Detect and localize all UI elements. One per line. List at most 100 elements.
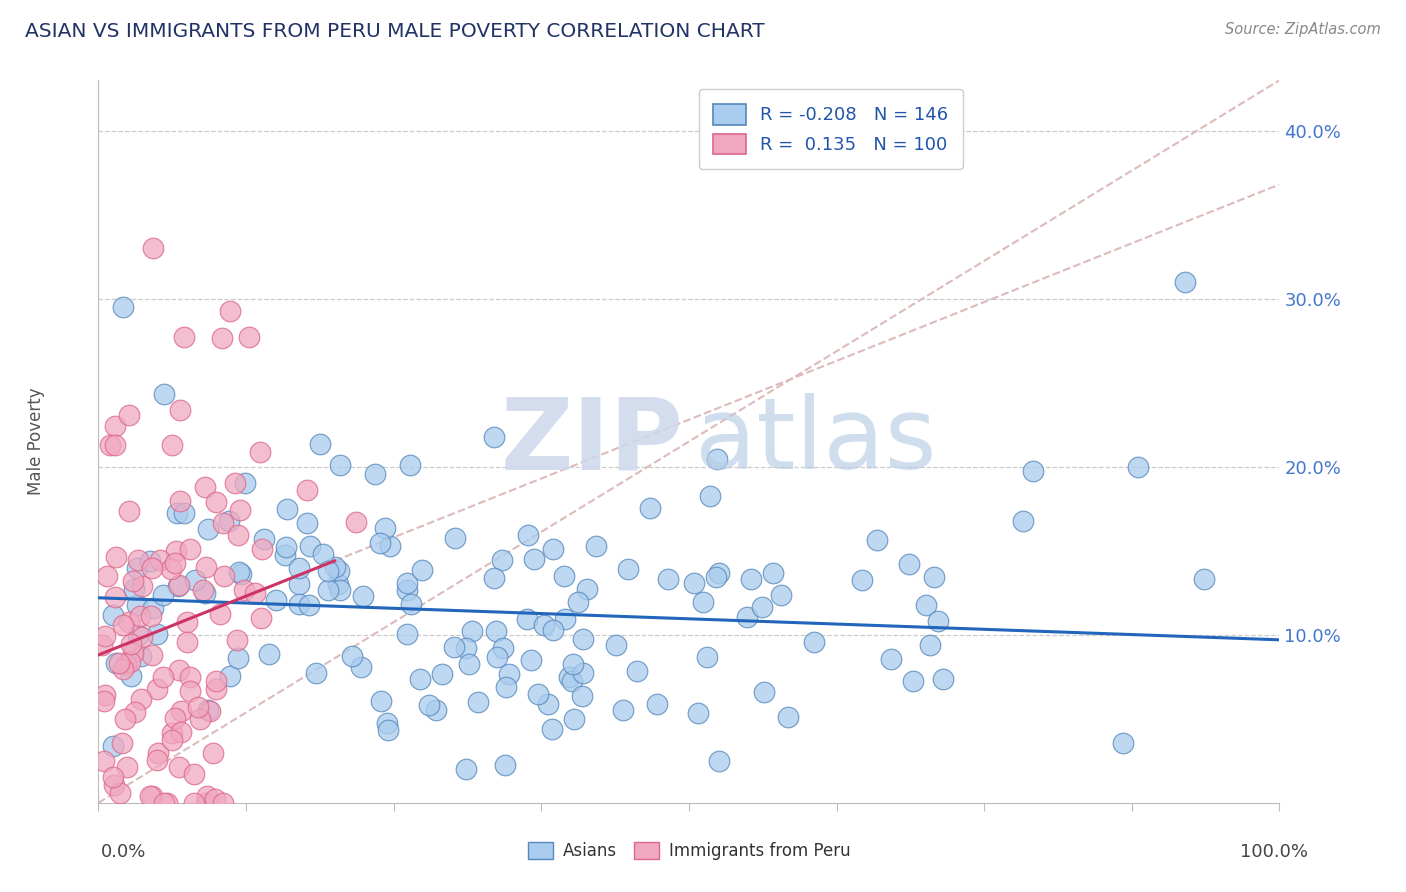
- Point: [173, 330, 195, 344]
- Point: [735, 610, 758, 624]
- Point: [309, 436, 332, 450]
- Point: [115, 657, 138, 671]
- Point: [194, 480, 217, 494]
- Point: [762, 566, 785, 580]
- Point: [212, 569, 235, 583]
- Point: [124, 705, 146, 719]
- Point: [562, 712, 585, 726]
- Point: [142, 601, 165, 615]
- Point: [146, 753, 169, 767]
- Point: [1126, 459, 1149, 474]
- Legend: Asians, Immigrants from Peru: Asians, Immigrants from Peru: [522, 835, 856, 867]
- Point: [380, 539, 402, 553]
- Point: [183, 767, 205, 781]
- Text: ASIAN VS IMMIGRANTS FROM PERU MALE POVERTY CORRELATION CHART: ASIAN VS IMMIGRANTS FROM PERU MALE POVER…: [25, 22, 765, 41]
- Point: [184, 573, 207, 587]
- Point: [163, 556, 186, 570]
- Point: [922, 570, 945, 584]
- Point: [127, 553, 149, 567]
- Point: [138, 554, 160, 568]
- Point: [141, 789, 163, 804]
- Point: [104, 418, 127, 433]
- Point: [457, 657, 479, 672]
- Point: [218, 514, 240, 528]
- Point: [104, 590, 127, 604]
- Point: [238, 330, 260, 344]
- Point: [253, 532, 276, 546]
- Point: [1112, 736, 1135, 750]
- Point: [163, 711, 186, 725]
- Point: [567, 595, 589, 609]
- Point: [250, 541, 273, 556]
- Point: [101, 608, 124, 623]
- Point: [226, 651, 249, 665]
- Point: [160, 438, 183, 452]
- Point: [740, 572, 762, 586]
- Point: [153, 387, 176, 401]
- Point: [316, 564, 339, 578]
- Point: [304, 665, 326, 680]
- Point: [160, 562, 183, 576]
- Point: [176, 635, 198, 649]
- Point: [104, 657, 127, 671]
- Point: [276, 501, 298, 516]
- Point: [495, 680, 517, 694]
- Point: [129, 609, 152, 624]
- Point: [195, 789, 218, 803]
- Point: [492, 640, 515, 655]
- Point: [411, 564, 433, 578]
- Point: [111, 618, 134, 632]
- Point: [170, 724, 193, 739]
- Point: [645, 697, 668, 711]
- Point: [195, 796, 218, 810]
- Point: [851, 574, 873, 588]
- Point: [295, 483, 318, 497]
- Point: [183, 796, 205, 810]
- Point: [706, 451, 728, 466]
- Point: [494, 758, 516, 772]
- Point: [274, 540, 297, 554]
- Point: [456, 762, 478, 776]
- Point: [558, 670, 581, 684]
- Point: [316, 582, 339, 597]
- Point: [898, 558, 921, 572]
- Point: [103, 770, 125, 784]
- Point: [152, 588, 174, 602]
- Point: [156, 796, 179, 810]
- Point: [626, 664, 648, 678]
- Point: [485, 624, 508, 638]
- Point: [571, 690, 593, 704]
- Point: [418, 698, 440, 712]
- Point: [396, 627, 419, 641]
- Point: [562, 657, 585, 671]
- Point: [266, 592, 288, 607]
- Point: [482, 430, 505, 444]
- Point: [104, 437, 127, 451]
- Point: [167, 664, 190, 678]
- Point: [162, 733, 184, 747]
- Point: [179, 684, 201, 698]
- Point: [541, 623, 564, 637]
- Point: [233, 476, 256, 491]
- Point: [1012, 514, 1035, 528]
- Point: [250, 611, 273, 625]
- Point: [554, 612, 576, 626]
- Point: [541, 722, 564, 736]
- Point: [364, 467, 387, 482]
- Point: [328, 458, 350, 473]
- Point: [146, 626, 169, 640]
- Point: [94, 629, 117, 643]
- Point: [377, 723, 399, 737]
- Point: [229, 566, 252, 581]
- Point: [879, 652, 901, 666]
- Point: [274, 548, 297, 562]
- Point: [118, 408, 141, 422]
- Point: [211, 796, 233, 810]
- Y-axis label: Male Poverty: Male Poverty: [27, 388, 45, 495]
- Point: [769, 588, 792, 602]
- Point: [520, 653, 543, 667]
- Point: [120, 669, 142, 683]
- Point: [454, 640, 477, 655]
- Point: [152, 796, 174, 810]
- Point: [491, 553, 513, 567]
